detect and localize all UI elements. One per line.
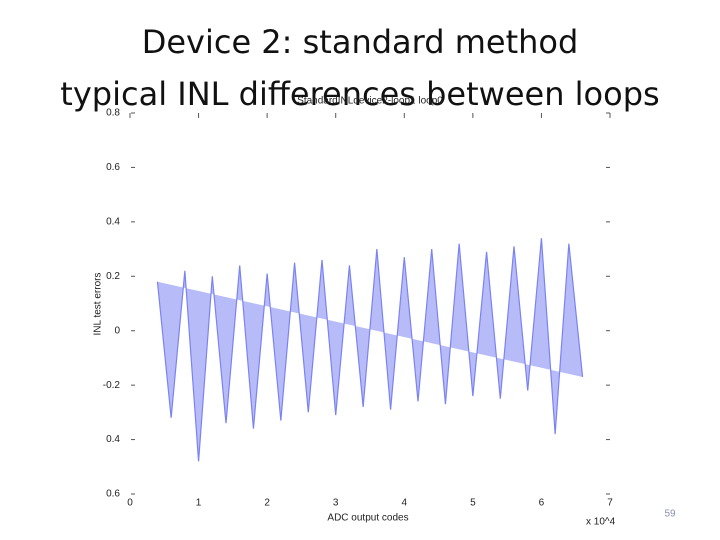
plot-title: StandardINLdevice2-loop1 loop0 <box>297 96 443 107</box>
y-tick-label: 0.4 <box>106 216 120 227</box>
slide-title-line: typical INL differences between loops <box>60 75 660 113</box>
y-tick-label: 0.2 <box>106 271 120 282</box>
y-tick-label: -0.2 <box>103 380 121 391</box>
x-tick-label: 2 <box>264 498 270 509</box>
y-tick-label: 0 <box>114 325 120 336</box>
y-axis-label: INL test errors <box>93 273 104 336</box>
x-tick-label: 5 <box>470 498 476 509</box>
x-axis-label: ADC output codes <box>327 513 408 524</box>
x-tick-label: 7 <box>607 498 613 509</box>
data-line <box>156 238 584 462</box>
y-tick-label: 0.8 <box>106 108 120 119</box>
y-tick-label: 0.6 <box>106 162 120 173</box>
page-number: 59 <box>664 509 676 520</box>
x-multiplier: x 10^4 <box>586 517 616 528</box>
x-tick-label: 4 <box>402 498 408 509</box>
slide-title-line: Device 2: standard method <box>141 23 579 61</box>
x-tick-label: 3 <box>333 498 339 509</box>
x-tick-label: 1 <box>196 498 202 509</box>
y-tick-label: 0.6 <box>106 489 120 500</box>
y-tick-label: 0.4 <box>106 434 120 445</box>
x-tick-label: 0 <box>127 498 133 509</box>
x-tick-label: 6 <box>539 498 545 509</box>
